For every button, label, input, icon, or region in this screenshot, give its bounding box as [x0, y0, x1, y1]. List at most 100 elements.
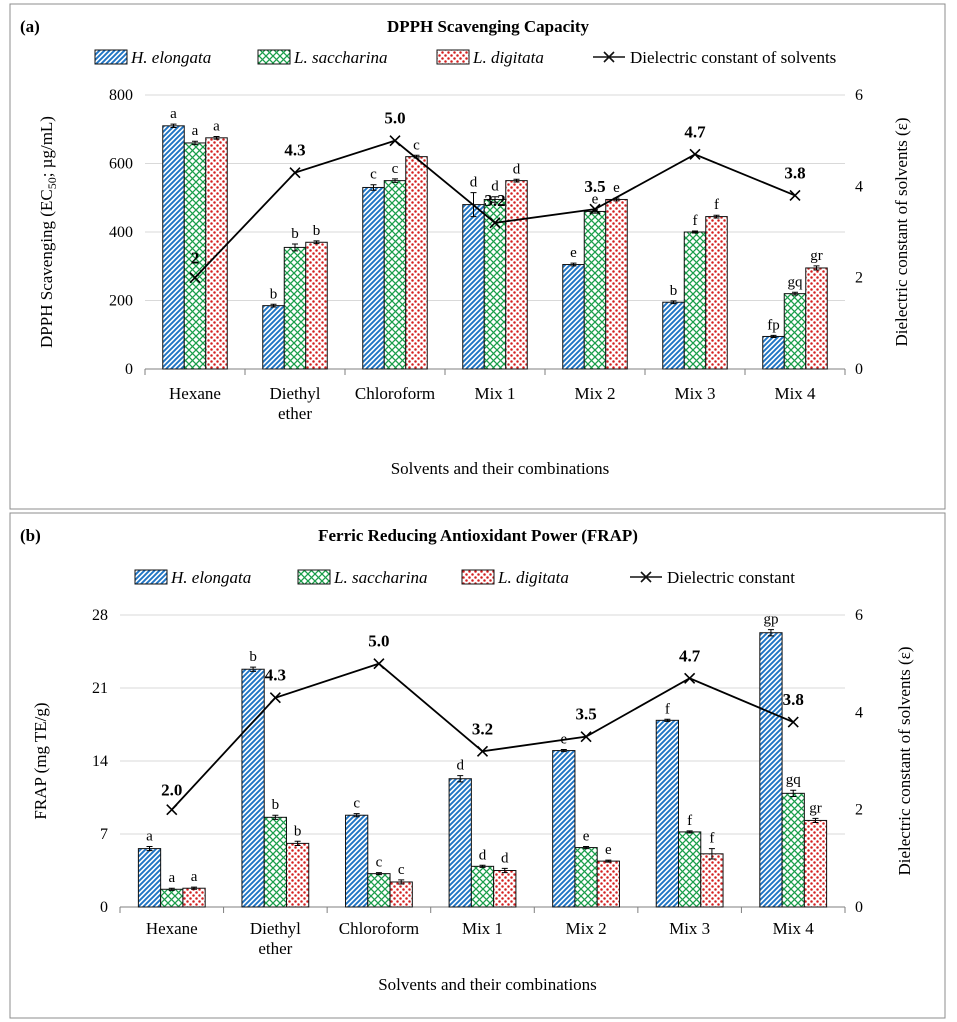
y-tick-label: 0 — [100, 899, 108, 916]
x-category-label: ether — [258, 939, 292, 958]
error-bar — [560, 749, 567, 753]
bar-diag — [562, 264, 585, 370]
bar-letter-label: a — [146, 829, 153, 845]
x-category-label: Diethyl — [250, 919, 301, 938]
bar-dots — [182, 887, 206, 908]
dielectric-marker — [787, 716, 799, 728]
error-bar — [213, 135, 220, 140]
bar-cross — [483, 198, 507, 370]
legend-label-1: H. elongata — [130, 48, 211, 67]
bar-cross — [263, 816, 287, 908]
bar-diag — [262, 305, 285, 370]
y2-axis-title: Dielectric constant of solvents (ε) — [895, 646, 914, 875]
legend-label-line: Dielectric constant — [667, 568, 795, 587]
legend: H. elongata L. saccharina L. digitata Diele… — [94, 48, 836, 67]
bar-letter-label: e — [613, 180, 620, 196]
dielectric-marker — [684, 672, 696, 684]
bar-dots — [596, 860, 620, 908]
panel-label: (b) — [20, 526, 41, 545]
bar-dots — [405, 156, 428, 370]
error-bar — [375, 872, 382, 876]
bar-letter-label: gp — [763, 612, 778, 628]
legend: H. elongata L. saccharina L. digitata Diele… — [134, 568, 795, 587]
error-bar — [501, 867, 508, 874]
bar-cross — [781, 792, 805, 908]
legend-label-line: Dielectric constant of solvents — [630, 48, 836, 67]
bar-letter-label: d — [491, 179, 499, 195]
bar-letter-label: fp — [767, 317, 780, 333]
legend-label-3: L. digitata — [497, 568, 569, 587]
bar-diag — [362, 186, 385, 370]
dielectric-marker — [166, 804, 178, 816]
chart-title: DPPH Scavenging Capacity — [387, 17, 590, 36]
y2-tick-label: 4 — [855, 178, 863, 195]
dielectric-marker — [189, 272, 201, 284]
dielectric-value-label: 3.2 — [472, 719, 493, 738]
bar-cross — [574, 847, 598, 908]
bar-dots — [805, 267, 828, 370]
bar-dots — [305, 241, 328, 370]
bar-cross — [683, 231, 707, 370]
y-tick-label: 800 — [109, 87, 133, 104]
bar-letter-label: e — [592, 192, 599, 208]
dielectric-value-label: 3.8 — [783, 690, 804, 709]
error-bar — [292, 243, 298, 252]
chart-title: Ferric Reducing Antioxidant Power (FRAP) — [318, 526, 638, 545]
legend-swatch-2 — [297, 569, 331, 585]
bar-letter-label: c — [353, 796, 360, 812]
y2-tick-label: 2 — [855, 270, 863, 287]
dielectric-marker — [389, 135, 401, 147]
bar-cross — [470, 865, 495, 908]
bar-letter-label: f — [714, 197, 719, 213]
x-category-label: Mix 3 — [669, 919, 710, 938]
error-bar — [708, 848, 715, 860]
bar-diag — [662, 301, 685, 370]
dielectric-marker — [489, 217, 501, 229]
bar-letter-label: b — [294, 823, 302, 839]
bar-diag — [137, 848, 162, 908]
legend-label-3: L. digitata — [472, 48, 544, 67]
x-category-label: Mix 1 — [474, 384, 515, 403]
error-bar — [170, 123, 177, 129]
x-category-label: Chloroform — [339, 919, 419, 938]
bar-letter-label: a — [168, 870, 175, 886]
bar-diag — [552, 750, 576, 908]
dielectric-value-label: 3.5 — [584, 177, 605, 196]
bar-dots — [700, 853, 724, 908]
y-axis-title: FRAP (mg TE/g) — [31, 702, 50, 819]
y2-tick-label: 0 — [855, 361, 863, 378]
bar-dots — [493, 870, 517, 908]
x-category-label: Hexane — [169, 384, 221, 403]
bar-letter-label: f — [709, 831, 714, 847]
bar-diag — [241, 668, 265, 908]
x-axis-title: Solvents and their combinations — [378, 975, 597, 994]
bar-letter-label: d — [513, 161, 521, 177]
bar-cross — [383, 180, 407, 370]
error-bar — [294, 840, 301, 846]
x-category-label: Chloroform — [355, 384, 435, 403]
bar-diag — [162, 125, 185, 370]
y-axis-title-part: FRAP (mg TE/g) — [31, 702, 50, 819]
error-bar — [812, 817, 819, 824]
error-bar — [583, 846, 590, 850]
bar-letter-label: b — [313, 223, 321, 239]
y-tick-label: 600 — [109, 156, 133, 173]
bar-letter-label: f — [665, 701, 670, 717]
bar-letter-label: b — [272, 797, 280, 813]
bar-cross — [678, 831, 702, 908]
y-axis-title-part: ; µg/mL) — [37, 116, 56, 177]
dielectric-value-label: 3.8 — [784, 163, 805, 182]
bar-letter-label: e — [570, 245, 577, 261]
y-tick-label: 14 — [92, 753, 108, 770]
bar-dots — [205, 137, 228, 370]
dielectric-marker — [689, 148, 701, 160]
y2-axis-title: Dielectric constant of solvents (ε) — [892, 117, 911, 346]
bar-letter-label: e — [605, 842, 612, 858]
x-category-label: Mix 4 — [774, 384, 816, 403]
bar-diag — [759, 632, 783, 908]
bar-dots — [803, 819, 828, 908]
error-bar — [191, 886, 198, 890]
x-category-label: Mix 1 — [462, 919, 503, 938]
dielectric-marker — [476, 745, 489, 757]
